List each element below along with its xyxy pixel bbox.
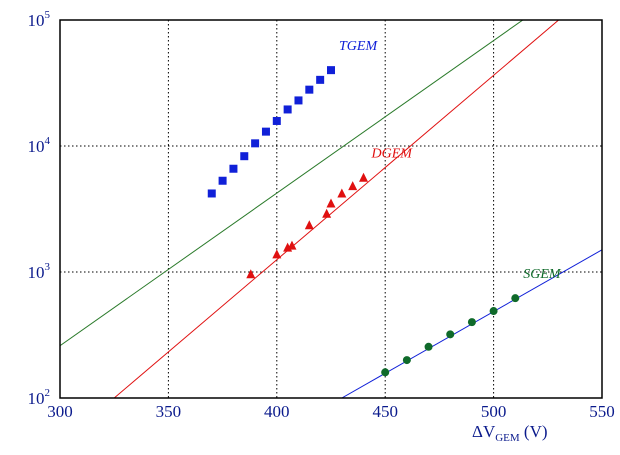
tgem-point — [294, 96, 303, 105]
dgem-point — [272, 249, 282, 259]
y-tick-label: 103 — [28, 261, 51, 282]
tgem-point — [305, 85, 314, 94]
tgem-point — [251, 139, 260, 148]
x-axis-title: ΔVGEM (V) — [472, 422, 548, 444]
plot-frame — [59, 19, 603, 399]
tgem-point — [229, 164, 238, 173]
x-axis-title-main: V — [483, 422, 496, 441]
sgem-point — [402, 356, 411, 365]
y-tick-label: 104 — [28, 135, 51, 156]
x-axis-title-unit: (V) — [520, 422, 548, 441]
sgem-point — [381, 368, 390, 377]
x-tick-label: 350 — [156, 402, 182, 421]
y-tick-label: 102 — [28, 387, 51, 408]
tgem-point — [272, 116, 281, 125]
tgem-series-label: TGEM — [339, 39, 378, 54]
y-tick-labels: 102 103 104 105 — [28, 9, 51, 408]
dgem-point — [304, 220, 314, 230]
tgem-point — [207, 189, 216, 198]
tgem-point — [316, 75, 325, 84]
data-points — [207, 66, 520, 377]
dgem-point — [337, 188, 347, 198]
tgem-point — [261, 127, 270, 136]
x-tick-label: 450 — [372, 402, 398, 421]
x-tick-label: 550 — [589, 402, 615, 421]
tgem-point — [240, 152, 249, 161]
x-tick-labels: 300 350 400 450 500 550 — [47, 402, 615, 421]
dgem-point — [359, 172, 369, 182]
x-axis-title-sub: GEM — [495, 432, 520, 444]
dgem-point — [322, 208, 332, 218]
x-tick-label: 400 — [264, 402, 290, 421]
sgem-point — [489, 307, 498, 316]
tgem-fit-line — [60, 20, 524, 347]
sgem-point — [424, 342, 433, 351]
dgem-point — [287, 240, 297, 250]
x-axis-title-delta: Δ — [472, 422, 483, 441]
dgem-point — [246, 269, 256, 279]
dgem-point — [348, 181, 358, 191]
sgem-point — [446, 330, 455, 339]
tgem-point — [218, 176, 227, 185]
tgem-point — [327, 66, 335, 75]
dgem-fit-line — [113, 20, 559, 398]
sgem-series-label: SGEM — [523, 267, 562, 282]
grid-lines — [60, 20, 602, 398]
dgem-point — [326, 198, 336, 208]
sgem-point — [511, 294, 520, 303]
dgem-series-label: DGEM — [371, 147, 414, 162]
y-tick-label: 105 — [28, 9, 51, 30]
tgem-point — [283, 105, 292, 114]
series-labels: TGEM DGEM SGEM — [339, 39, 562, 282]
x-tick-label: 500 — [481, 402, 507, 421]
sgem-point — [467, 318, 476, 327]
x-tick-label: 300 — [47, 402, 73, 421]
